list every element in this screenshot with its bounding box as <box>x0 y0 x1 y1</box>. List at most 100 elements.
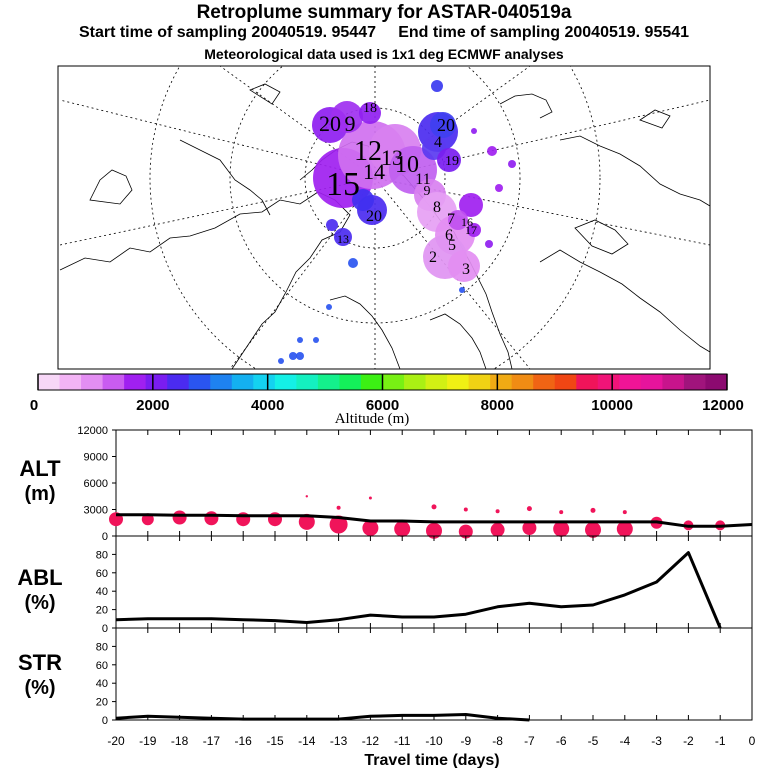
colorbar-swatch <box>296 374 319 390</box>
x-tick-label: -1 <box>715 734 726 748</box>
colorbar-swatch <box>360 374 383 390</box>
altitude-point <box>336 505 341 510</box>
colorbar-tick-label: 12000 <box>702 397 744 414</box>
latitude-circle <box>229 66 521 324</box>
colorbar-swatch <box>640 374 663 390</box>
abl-panel-label: ABL <box>17 565 62 590</box>
plume-day-label: 20 <box>319 111 341 136</box>
colorbar-tick-label: 4000 <box>251 397 284 414</box>
altitude-point <box>204 511 219 526</box>
plume-day-label: 14 <box>363 159 385 184</box>
y-tick-label: 6000 <box>84 478 108 490</box>
meridian <box>374 99 710 179</box>
plume-day-label: 11 <box>415 171 430 188</box>
y-tick-label: 80 <box>96 641 108 653</box>
plume-blob <box>352 189 374 211</box>
start-time: Start time of sampling 20040519. 95447 <box>78 24 376 41</box>
x-tick-label: -9 <box>460 734 471 748</box>
plume-day-label: 13 <box>381 145 403 170</box>
altitude-point <box>394 520 411 537</box>
altitude-point <box>458 524 473 539</box>
colorbar-swatch <box>81 374 104 390</box>
coastline <box>249 83 281 105</box>
y-tick-label: 3000 <box>84 505 108 517</box>
colorbar-swatch <box>102 374 125 390</box>
plume-blob <box>313 337 319 343</box>
plume-day-label: 9 <box>345 111 356 136</box>
plume-day-label: 10 <box>395 152 419 178</box>
plume-day-label: 18 <box>363 101 377 116</box>
altitude-point <box>526 506 532 512</box>
plume-day-label: 2 <box>429 249 437 266</box>
sampling-times: Start time of sampling 20040519. 95447 E… <box>0 24 768 42</box>
latitude-circle <box>149 66 601 369</box>
plume-day-label: 4 <box>434 134 442 151</box>
colorbar-tick-label: 10000 <box>591 397 633 414</box>
latitude-circle <box>304 107 446 249</box>
altitude-point <box>426 522 442 539</box>
colorbar-swatch <box>339 374 362 390</box>
y-tick-label: 20 <box>96 697 108 709</box>
colorbar-swatch <box>447 374 470 390</box>
colorbar-swatch <box>619 374 642 390</box>
x-tick-label: -19 <box>139 734 157 748</box>
plume-blob <box>448 250 480 282</box>
altitude-point <box>172 510 187 525</box>
x-tick-label: -11 <box>394 734 411 748</box>
plume-day-label: 12 <box>354 136 382 167</box>
plume-day-label: 19 <box>445 154 459 169</box>
meridian <box>59 177 376 246</box>
met-data-note: Meteorological data used is 1x1 deg ECMW… <box>204 46 564 62</box>
colorbar-tick-label: 0 <box>30 397 38 414</box>
x-tick-label: -15 <box>266 734 284 748</box>
plume-blob <box>297 337 303 343</box>
plume-day-label: 17 <box>465 223 477 237</box>
altitude-point <box>585 521 601 538</box>
plume-blob <box>289 352 297 360</box>
plume-blob <box>471 128 477 134</box>
altitude-point <box>463 507 468 512</box>
plume-day-label: 16 <box>461 215 473 229</box>
chart-title: Retroplume summary for ASTAR-040519a <box>196 2 572 23</box>
colorbar-swatch <box>382 374 405 390</box>
colorbar-swatch <box>425 374 448 390</box>
x-tick-label: -12 <box>362 734 380 748</box>
str-panel-unit: (%) <box>24 677 55 699</box>
abl-chart: 0 20 40 60 80 <box>96 535 753 635</box>
alt-chart: 0 3000 6000 9000 12000 <box>77 425 753 543</box>
colorbar-swatch <box>253 374 276 390</box>
x-tick-label: -16 <box>235 734 253 748</box>
colorbar-swatch <box>59 374 82 390</box>
plume-blob <box>459 193 483 217</box>
y-tick-label: 0 <box>102 715 108 727</box>
y-tick-label: 60 <box>96 568 108 580</box>
plume-day-label: 9 <box>424 184 431 199</box>
colorbar-swatch <box>662 374 685 390</box>
plume-blob <box>326 219 338 231</box>
y-tick-label: 60 <box>96 660 108 672</box>
colorbar-swatch <box>231 374 254 390</box>
plume-blob <box>331 101 363 133</box>
plume-blob <box>508 160 516 168</box>
plume-blob <box>334 228 352 246</box>
colorbar-swatch <box>683 374 706 390</box>
altitude-point <box>362 520 379 536</box>
plume-blob <box>467 223 481 237</box>
y-tick-label: 20 <box>96 605 108 617</box>
y-tick-label: 0 <box>102 531 108 543</box>
colorbar-swatch <box>554 374 577 390</box>
plume-blob <box>278 358 284 364</box>
y-tick-label: 12000 <box>77 425 108 437</box>
coastlines <box>59 83 710 369</box>
altitude-point <box>559 510 564 515</box>
coastline <box>539 249 710 353</box>
x-tick-label: -10 <box>425 734 443 748</box>
altitude-point <box>495 509 500 514</box>
meridian <box>59 99 376 179</box>
plume-day-label: 13 <box>337 232 349 246</box>
plume-blob <box>431 80 443 92</box>
plume-blob <box>459 287 465 293</box>
x-tick-label: -4 <box>619 734 630 748</box>
